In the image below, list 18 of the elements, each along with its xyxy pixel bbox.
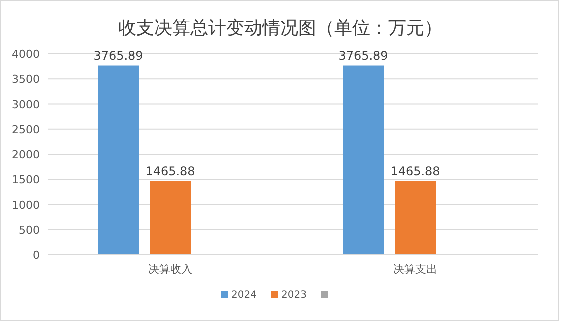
y-tick-label: 500 bbox=[19, 224, 40, 237]
y-tick-label: 1500 bbox=[12, 174, 40, 187]
x-tick-label: 决算收入 bbox=[148, 263, 192, 276]
data-label: 3765.89 bbox=[338, 48, 388, 63]
y-tick-label: 3000 bbox=[12, 98, 40, 112]
y-tick-label: 2000 bbox=[12, 148, 40, 162]
y-tick-label: 3500 bbox=[12, 73, 40, 86]
data-label: 3765.89 bbox=[94, 48, 144, 63]
y-tick-label: 4000 bbox=[12, 48, 40, 61]
legend-label: 2024 bbox=[232, 290, 257, 301]
y-tick-label: 2500 bbox=[12, 123, 40, 136]
y-tick-label: 1000 bbox=[12, 198, 40, 212]
x-tick-label: 决算支出 bbox=[394, 263, 438, 276]
data-label: 1465.88 bbox=[390, 164, 440, 178]
data-label: 1465.88 bbox=[146, 164, 196, 178]
legend-label: 2023 bbox=[282, 290, 307, 301]
y-tick-label: 0 bbox=[33, 249, 40, 262]
chart-title: 收支决算总计变动情况图（单位：万元） bbox=[118, 18, 442, 39]
